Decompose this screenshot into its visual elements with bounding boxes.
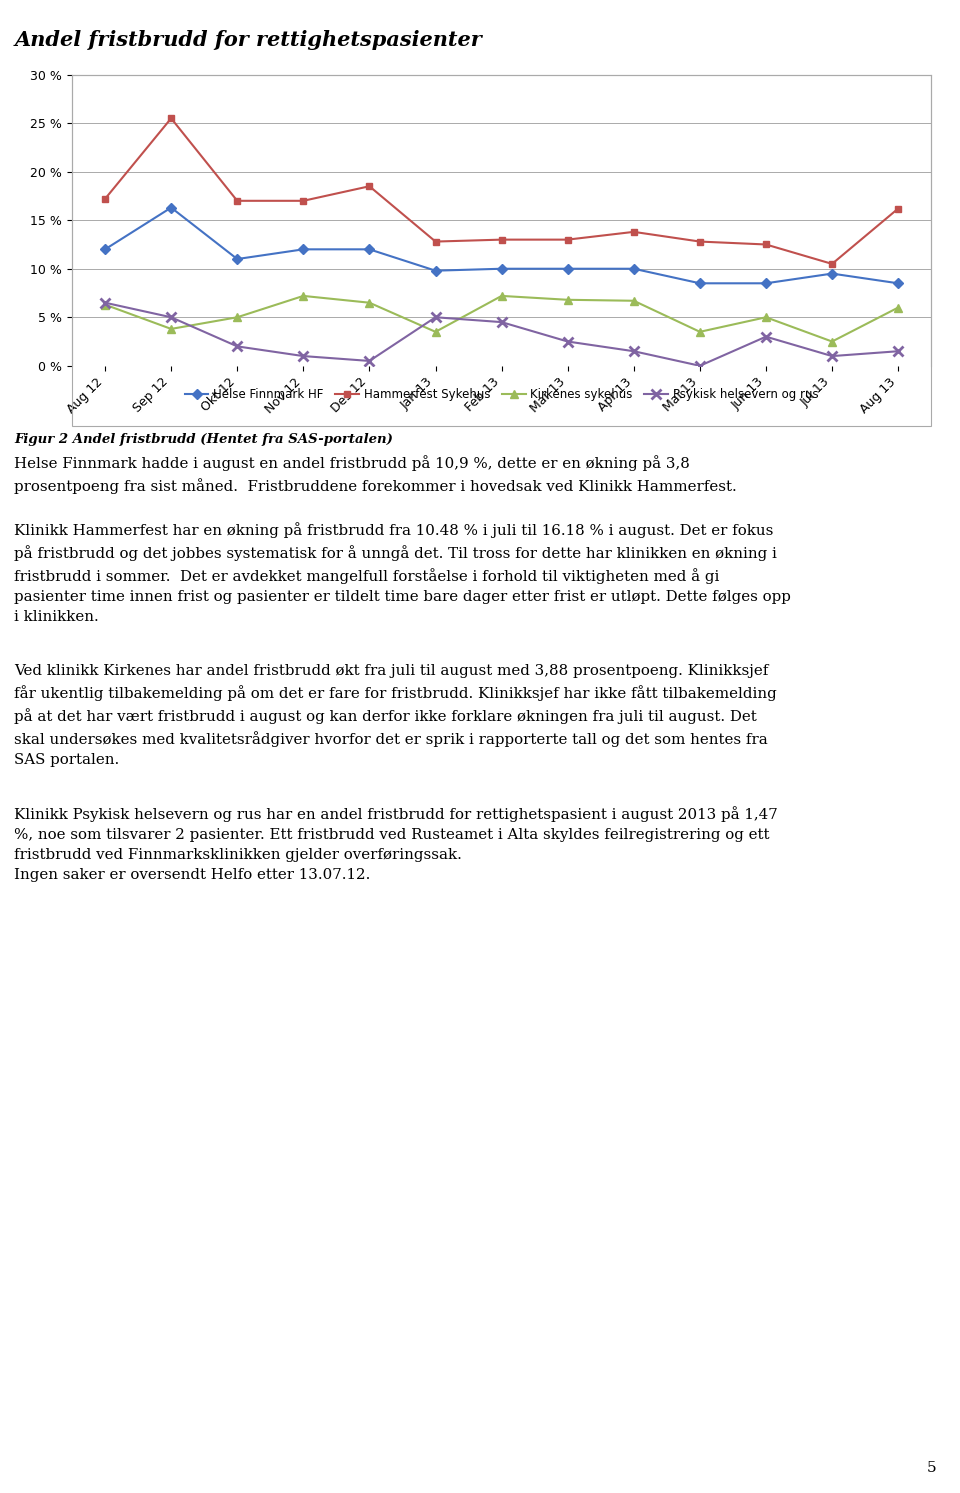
- Text: Helse Finnmark hadde i august en andel fristbrudd på 10,9 %, dette er en økning : Helse Finnmark hadde i august en andel f…: [14, 455, 737, 494]
- Legend: Helse Finnmark HF, Hammerfest Sykehus, Kirkenes sykehus, Psykisk helsevern og ru: Helse Finnmark HF, Hammerfest Sykehus, K…: [180, 382, 823, 406]
- Text: Klinikk Hammerfest har en økning på fristbrudd fra 10.48 % i juli til 16.18 % i : Klinikk Hammerfest har en økning på fris…: [14, 523, 791, 624]
- Text: 5: 5: [926, 1462, 936, 1475]
- Text: Klinikk Psykisk helsevern og rus har en andel fristbrudd for rettighetspasient i: Klinikk Psykisk helsevern og rus har en …: [14, 806, 779, 882]
- Text: Figur 2 Andel fristbrudd (Hentet fra SAS-portalen): Figur 2 Andel fristbrudd (Hentet fra SAS…: [14, 433, 394, 446]
- Text: Ved klinikk Kirkenes har andel fristbrudd økt fra juli til august med 3,88 prose: Ved klinikk Kirkenes har andel fristbrud…: [14, 664, 778, 767]
- Text: Andel fristbrudd for rettighetspasienter: Andel fristbrudd for rettighetspasienter: [14, 30, 482, 49]
